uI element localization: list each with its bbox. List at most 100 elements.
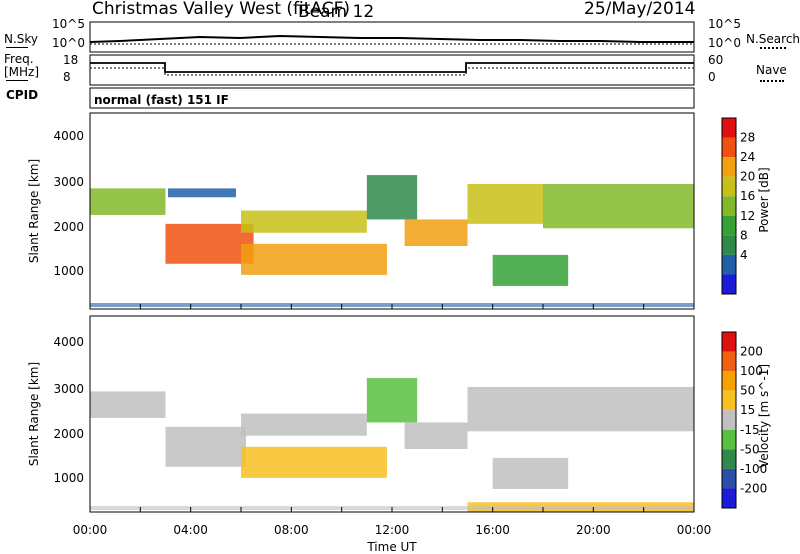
time-tick-4: 16:00 <box>475 523 510 537</box>
power-band-9 <box>543 183 694 229</box>
velocity-colorbar-swatch <box>722 351 736 372</box>
velocity-colorbar-tick: -15 <box>740 423 760 437</box>
power-colorbar-tick: 16 <box>740 189 755 203</box>
velocity-colorbar-tick: -50 <box>740 442 760 456</box>
velocity-colorbar-swatch <box>722 371 736 391</box>
velocity-band-0 <box>90 391 166 418</box>
date-label: 25/May/2014 <box>584 0 696 19</box>
power-colorbar-swatch <box>722 254 736 275</box>
nave-tick-bottom: 0 <box>708 70 716 84</box>
velocity-colorbar-tick: 100 <box>740 364 763 378</box>
freq-tick-bottom: 8 <box>63 70 71 84</box>
velocity-colorbar-label: Velocity [m s^-1] <box>757 364 771 468</box>
power-band-0 <box>90 188 166 215</box>
velocity-colorbar-swatch <box>722 488 736 508</box>
velocity-colorbar-swatch <box>722 390 736 411</box>
noise-sky-label: N.Sky <box>4 32 39 46</box>
power-colorbar-swatch <box>722 137 736 158</box>
velocity-colorbar-frame <box>721 331 737 509</box>
time-tick-5: 20:00 <box>576 523 611 537</box>
velocity-colorbar-tick: 15 <box>740 403 755 417</box>
freq-tick-top: 18 <box>63 53 79 67</box>
velocity-colorbar-swatch <box>722 410 736 430</box>
freq-trace <box>90 62 694 73</box>
velocity-colorbar-tick: 200 <box>740 345 763 359</box>
cpid-label: CPID <box>6 88 39 102</box>
noise-sky-line <box>6 47 28 48</box>
freq-label: Freq. <box>4 52 34 66</box>
noise-search-label: N.Search <box>746 32 800 46</box>
power-colorbar-swatch <box>722 176 736 197</box>
power-colorbar-tick: 20 <box>740 170 755 184</box>
power-panel-frame <box>89 112 695 310</box>
nave-trace <box>90 67 694 76</box>
power-band-6 <box>404 219 468 247</box>
power-colorbar-tick: 8 <box>740 228 748 242</box>
nave-label: Nave <box>756 63 787 77</box>
power-colorbar-swatch <box>722 196 736 216</box>
power-colorbar-frame <box>721 117 737 295</box>
time-tick-2: 08:00 <box>274 523 309 537</box>
velocity-colorbar-swatch <box>722 429 736 450</box>
velocity-band-7 <box>492 457 569 489</box>
velocity-ytick-3000: 3000 <box>53 382 84 396</box>
noise-tick-top-right: 10^5 <box>708 17 741 31</box>
power-colorbar-tick: 4 <box>740 248 748 262</box>
freq-unit-label: [MHz] <box>4 65 40 79</box>
velocity-panel-frame <box>89 315 695 513</box>
noise-search-line <box>760 47 786 49</box>
cpid-mode: normal (fast) 151 IF <box>94 93 229 107</box>
power-ytick-1000: 1000 <box>53 264 84 278</box>
power-ytick-3000: 3000 <box>53 175 84 189</box>
power-colorbar-swatch <box>722 274 736 294</box>
power-colorbar-tick: 24 <box>740 150 755 164</box>
power-ylabel: Slant Range [km] <box>27 159 41 263</box>
cpid-panel-frame <box>89 87 695 109</box>
time-axis-title: Time UT <box>366 540 417 554</box>
velocity-colorbar-tick: 50 <box>740 384 755 398</box>
power-colorbar-swatch <box>722 235 736 255</box>
noise-panel-frame <box>89 21 695 53</box>
nave-line <box>760 80 784 82</box>
power-colorbar-label: Power [dB] <box>757 167 771 232</box>
velocity-band-4 <box>366 378 418 423</box>
velocity-colorbar-tick: -100 <box>740 462 767 476</box>
noise-tick-top-left: 10^5 <box>52 17 85 31</box>
power-band-8 <box>492 254 569 286</box>
power-band-5 <box>366 175 418 220</box>
velocity-band-1 <box>165 426 247 467</box>
beam-label: Beam 12 <box>298 2 375 22</box>
freq-line <box>6 80 28 81</box>
power-band-3 <box>241 210 367 233</box>
freq-panel-frame <box>89 54 695 86</box>
velocity-colorbar-tick: -200 <box>740 481 767 495</box>
power-ytick-2000: 2000 <box>53 220 84 234</box>
power-band-2 <box>165 223 254 264</box>
power-band-4 <box>241 243 387 275</box>
power-colorbar-swatch <box>722 215 736 236</box>
velocity-colorbar-swatch <box>722 449 736 469</box>
velocity-ytick-2000: 2000 <box>53 427 84 441</box>
velocity-band-3 <box>241 446 387 478</box>
velocity-ytick-1000: 1000 <box>53 471 84 485</box>
velocity-band-5 <box>404 422 468 450</box>
time-tick-6: 00:00 <box>677 523 712 537</box>
power-colorbar-tick: 28 <box>740 131 755 145</box>
velocity-band-6 <box>467 386 694 432</box>
velocity-ylabel: Slant Range [km] <box>27 362 41 466</box>
power-colorbar-swatch <box>722 157 736 177</box>
noise-tick-bottom-right: 10^0 <box>708 36 741 50</box>
power-ytick-4000: 4000 <box>53 129 84 143</box>
velocity-band-2 <box>241 413 367 436</box>
velocity-colorbar-swatch <box>722 332 736 352</box>
power-colorbar-tick: 12 <box>740 209 755 223</box>
time-tick-3: 12:00 <box>375 523 410 537</box>
power-colorbar-swatch <box>722 118 736 138</box>
power-band-1 <box>168 188 236 198</box>
time-tick-1: 04:00 <box>173 523 208 537</box>
station-title: Christmas Valley West (fitACF) <box>92 0 351 19</box>
velocity-ytick-4000: 4000 <box>53 335 84 349</box>
noise-tick-bottom-left: 10^0 <box>52 36 85 50</box>
power-band-7 <box>467 183 543 224</box>
